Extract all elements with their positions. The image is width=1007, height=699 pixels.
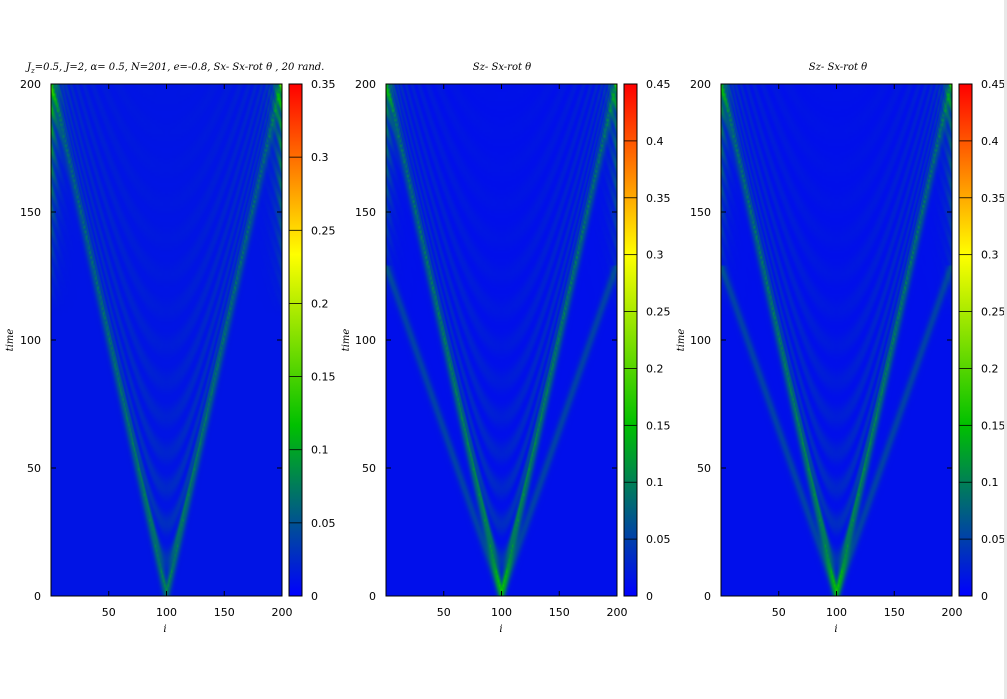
panel-2-colorbar-label: 0.4 — [646, 135, 664, 148]
panel-1-ytick-label: 100 — [20, 334, 41, 347]
panel-2-xtick-label: 100 — [491, 606, 512, 619]
panel-1-colorbar-label: 0.15 — [311, 371, 336, 384]
panel-3-colorbar — [958, 83, 973, 597]
panel-3-colorbar-label: 0 — [981, 590, 988, 603]
panel-2-ytick-label: 150 — [355, 206, 376, 219]
panel-3-colorbar-label: 0.05 — [981, 533, 1006, 546]
panel-3-colorbar-label: 0.4 — [981, 135, 999, 148]
panel-2-colorbar-label: 0.25 — [646, 306, 671, 319]
panel-1-ytick-label: 50 — [27, 462, 41, 475]
panel-2-ytick-label: 0 — [369, 590, 376, 603]
panel-3-ytick-label: 200 — [690, 78, 711, 91]
panel-2-ytick-label: 50 — [362, 462, 376, 475]
panel-1-ytick-label: 150 — [20, 206, 41, 219]
panel-3-ylabel: time — [676, 329, 687, 352]
panel-3-ytick-label: 100 — [690, 334, 711, 347]
panel-3-xtick-label: 100 — [826, 606, 847, 619]
panel-2-xtick-label: 50 — [437, 606, 451, 619]
panel-3: Sz- Sx-rot θ 50 100 150 200 0 50 100 150 200 0 0.0… — [676, 62, 1006, 635]
panel-2-heatmap — [386, 84, 617, 596]
panel-3-colorbar-label: 0.45 — [981, 78, 1006, 91]
panel-3-ytick-label: 0 — [704, 590, 711, 603]
panel-2-colorbar-label: 0.15 — [646, 419, 671, 432]
panel-2-colorbar-label: 0.1 — [646, 476, 664, 489]
panel-1-title: Jz=0.5, J=2, α= 0.5, N=201, e=-0.8, Sx- … — [25, 62, 324, 75]
panel-2-colorbar-label: 0 — [646, 590, 653, 603]
panel-3-colorbar-label: 0.15 — [981, 419, 1006, 432]
panel-1-colorbar-label: 0.3 — [311, 151, 329, 164]
panel-1-colorbar — [288, 83, 303, 597]
panel-3-ytick-label: 150 — [690, 206, 711, 219]
panel-3-colorbar-label: 0.35 — [981, 192, 1006, 205]
panel-3-xtick-label: 50 — [772, 606, 786, 619]
panel-3-colorbar-label: 0.25 — [981, 306, 1006, 319]
panel-2: Sz- Sx-rot θ 50 100 150 200 0 50 100 150 200 0 0.0… — [341, 62, 671, 635]
panel-3-title: Sz- Sx-rot θ — [809, 62, 867, 73]
panel-2-colorbar-label: 0.05 — [646, 533, 671, 546]
panel-2-xtick-label: 150 — [549, 606, 570, 619]
panel-1-xtick-label: 100 — [156, 606, 177, 619]
panel-2-ytick-label: 200 — [355, 78, 376, 91]
panel-2-colorbar-label: 0.2 — [646, 362, 664, 375]
panel-2-xtick-label: 200 — [607, 606, 628, 619]
panel-2-title: Sz- Sx-rot θ — [473, 62, 531, 73]
panel-3-colorbar-label: 0.3 — [981, 249, 999, 262]
panel-1-colorbar-label: 0.35 — [311, 78, 336, 91]
panel-3-ytick-label: 50 — [697, 462, 711, 475]
panel-2-colorbar-label: 0.45 — [646, 78, 671, 91]
panel-1-xlabel: i — [163, 624, 166, 635]
panel-1-xtick-label: 150 — [214, 606, 235, 619]
panel-1-colorbar-label: 0.2 — [311, 297, 329, 310]
panel-1: Jz=0.5, J=2, α= 0.5, N=201, e=-0.8, Sx- … — [5, 62, 336, 635]
panel-1-xtick-label: 200 — [272, 606, 293, 619]
panel-1-colorbar-label: 0.25 — [311, 224, 336, 237]
panel-1-ytick-label: 0 — [34, 590, 41, 603]
panel-3-heatmap — [721, 84, 952, 596]
panel-1-ylabel: time — [5, 329, 16, 352]
panel-2-ylabel: time — [341, 329, 352, 352]
panel-2-colorbar-label: 0.35 — [646, 192, 671, 205]
panel-2-colorbar — [623, 83, 638, 597]
panel-3-colorbar-label: 0.1 — [981, 476, 999, 489]
panel-1-colorbar-label: 0 — [311, 590, 318, 603]
panel-2-ytick-label: 100 — [355, 334, 376, 347]
panel-3-colorbar-label: 0.2 — [981, 362, 999, 375]
panel-2-xlabel: i — [499, 624, 502, 635]
panel-3-xtick-label: 150 — [884, 606, 905, 619]
panel-1-colorbar-label: 0.05 — [311, 517, 336, 530]
window-edge — [1004, 0, 1007, 699]
panel-3-xlabel: i — [834, 624, 837, 635]
panel-1-heatmap — [51, 84, 282, 596]
panel-3-xtick-label: 200 — [942, 606, 963, 619]
panel-1-ytick-label: 200 — [20, 78, 41, 91]
panel-1-colorbar-label: 0.1 — [311, 444, 329, 457]
panel-1-xtick-label: 50 — [102, 606, 116, 619]
panel-2-colorbar-label: 0.3 — [646, 249, 664, 262]
